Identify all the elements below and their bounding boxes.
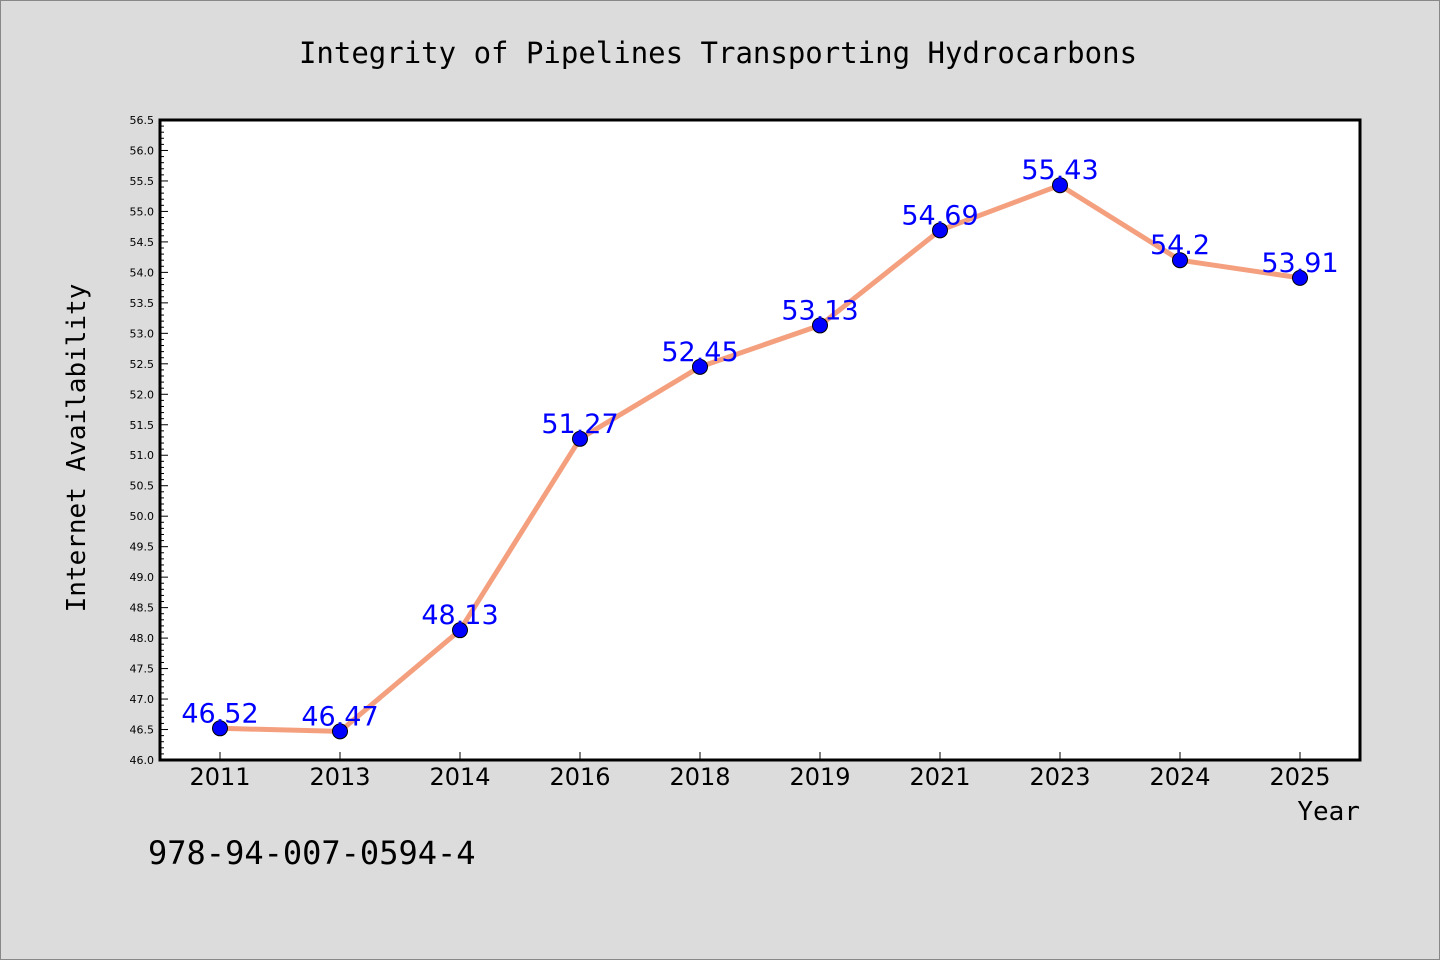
data-label: 53.91 — [1261, 248, 1338, 279]
y-tick-label: 47.0 — [130, 693, 155, 706]
x-tick-label: 2023 — [1029, 763, 1090, 791]
data-point — [932, 222, 948, 239]
series-line — [217, 182, 1303, 734]
data-label: 54.2 — [1150, 230, 1210, 261]
y-tick-label: 55.0 — [130, 205, 155, 218]
data-labels: 46.52 46.47 48.13 51.27 52.45 53.13 54.69 55.43… — [181, 155, 1338, 732]
y-tick-label: 48.5 — [130, 602, 155, 615]
x-axis: 2011 2013 2014 2016 2018 2019 2021 2023 2024 2025 — [189, 752, 1331, 791]
y-axis-label: Internet Availability — [62, 284, 92, 613]
data-label: 53.13 — [781, 295, 858, 326]
data-point — [1052, 177, 1068, 194]
y-tick-label: 46.5 — [130, 724, 155, 737]
plot-area — [158, 118, 1362, 762]
data-point — [452, 622, 468, 639]
data-label: 52.45 — [661, 337, 738, 368]
x-axis-label: Year — [1297, 797, 1360, 827]
data-point — [812, 317, 828, 334]
chart-title: Integrity of Pipelines Transporting Hydr… — [299, 36, 1137, 70]
y-tick-label: 56.0 — [130, 144, 155, 157]
y-tick-label: 46.0 — [130, 754, 155, 767]
x-tick-label: 2024 — [1149, 763, 1210, 791]
y-tick-label: 54.5 — [130, 236, 155, 249]
y-tick-label: 47.5 — [130, 663, 155, 676]
x-tick-label: 2025 — [1269, 763, 1330, 791]
data-point — [692, 358, 708, 375]
y-tick-label: 49.5 — [130, 541, 155, 554]
series-group — [212, 177, 1308, 740]
y-tick-label: 50.5 — [130, 480, 155, 493]
x-tick-label: 2011 — [189, 763, 250, 791]
y-tick-label: 54.0 — [130, 266, 155, 279]
data-label: 51.27 — [541, 409, 618, 440]
data-point — [332, 723, 348, 740]
y-tick-label: 56.5 — [130, 114, 155, 127]
data-label: 46.47 — [301, 701, 378, 732]
y-tick-label: 50.0 — [130, 510, 155, 523]
y-tick-label: 53.5 — [130, 297, 155, 310]
data-point — [212, 720, 228, 737]
data-point — [1172, 252, 1188, 269]
y-tick-label: 49.0 — [130, 571, 155, 584]
data-label: 55.43 — [1021, 155, 1098, 186]
y-tick-label: 52.0 — [130, 388, 155, 401]
y-tick-label: 53.0 — [130, 327, 155, 340]
x-tick-label: 2016 — [549, 763, 610, 791]
y-axis: 46.0 46.5 47.0 47.5 48.0 48.5 49.0 49.5 50.0 50.5… — [130, 114, 168, 767]
x-tick-label: 2013 — [309, 763, 370, 791]
y-tick-label: 48.0 — [130, 632, 155, 645]
data-label: 54.69 — [901, 200, 978, 231]
data-label: 48.13 — [421, 600, 498, 631]
x-tick-label: 2018 — [669, 763, 730, 791]
data-label: 46.52 — [181, 698, 258, 729]
x-tick-label: 2021 — [909, 763, 970, 791]
x-tick-label: 2014 — [429, 763, 490, 791]
isbn-text: 978-94-007-0594-4 — [148, 834, 476, 872]
data-point — [1292, 269, 1308, 286]
y-tick-label: 52.5 — [130, 358, 155, 371]
data-point — [572, 430, 588, 447]
y-tick-label: 51.5 — [130, 419, 155, 432]
y-tick-label: 51.0 — [130, 449, 155, 462]
x-tick-label: 2019 — [789, 763, 850, 791]
y-tick-label: 55.5 — [130, 175, 155, 188]
